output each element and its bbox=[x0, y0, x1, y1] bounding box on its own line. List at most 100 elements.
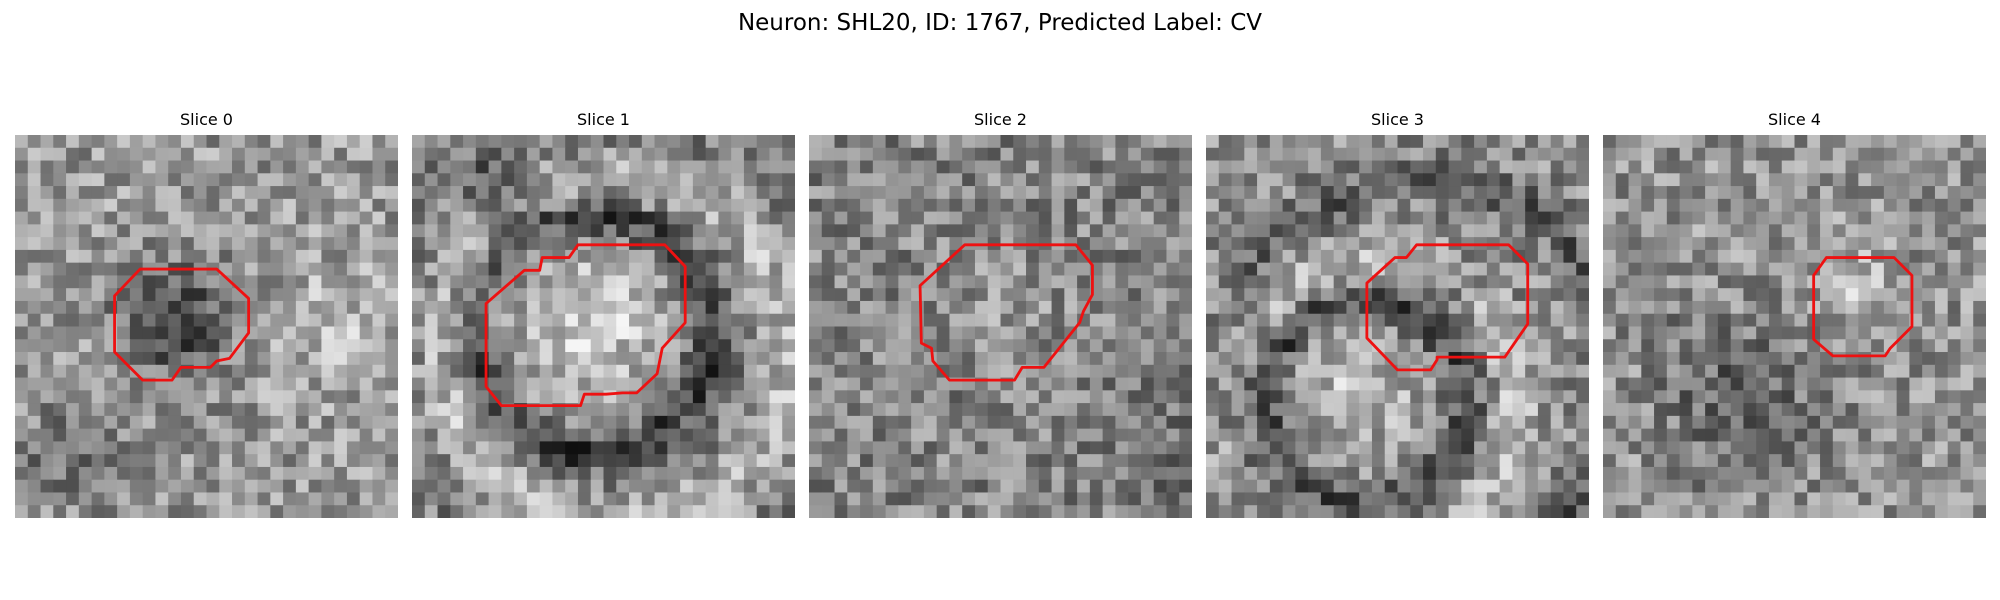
pixel bbox=[1282, 479, 1296, 493]
pixel bbox=[1026, 390, 1040, 404]
pixel bbox=[1218, 224, 1233, 238]
pixel bbox=[437, 147, 451, 162]
pixel bbox=[180, 186, 195, 200]
pixel bbox=[1845, 505, 1859, 518]
pixel bbox=[1756, 249, 1770, 264]
pixel bbox=[641, 275, 656, 289]
pixel bbox=[1333, 364, 1347, 379]
pixel bbox=[1244, 364, 1258, 379]
pixel bbox=[1871, 186, 1885, 200]
pixel bbox=[168, 505, 182, 518]
pixel bbox=[219, 466, 233, 481]
pixel bbox=[1179, 505, 1192, 518]
pixel bbox=[680, 377, 694, 391]
pixel bbox=[1013, 377, 1027, 391]
pixel bbox=[1934, 160, 1949, 174]
pixel bbox=[847, 160, 861, 174]
pixel bbox=[1692, 300, 1706, 315]
pixel bbox=[1244, 326, 1258, 340]
pixel bbox=[1486, 326, 1501, 340]
pixel bbox=[1705, 403, 1719, 417]
pixel bbox=[295, 198, 310, 213]
pixel bbox=[168, 415, 182, 430]
pixel bbox=[257, 135, 271, 149]
pixel bbox=[1206, 173, 1220, 187]
pixel bbox=[1563, 262, 1577, 276]
pixel bbox=[1654, 224, 1668, 238]
pixel bbox=[1371, 415, 1386, 430]
pixel bbox=[78, 288, 93, 302]
pixel bbox=[1499, 492, 1513, 506]
pixel bbox=[1013, 147, 1027, 162]
pixel bbox=[962, 339, 976, 353]
pixel bbox=[1896, 198, 1910, 213]
pixel bbox=[718, 364, 732, 379]
pixel bbox=[1947, 339, 1961, 353]
pixel bbox=[117, 428, 131, 442]
pixel bbox=[1666, 492, 1681, 506]
pixel bbox=[206, 505, 220, 518]
pixel bbox=[117, 186, 131, 200]
pixel bbox=[667, 377, 681, 391]
pixel bbox=[155, 275, 169, 289]
pixel bbox=[603, 224, 617, 238]
pixel bbox=[1089, 390, 1104, 404]
pixel bbox=[1743, 262, 1757, 276]
slice-panel-4: Slice 4 bbox=[1603, 108, 1986, 520]
pixel bbox=[1666, 135, 1681, 149]
slice-title: Slice 4 bbox=[1768, 110, 1821, 129]
pixel bbox=[680, 186, 694, 200]
pixel bbox=[321, 300, 335, 315]
pixel bbox=[860, 326, 874, 340]
pixel bbox=[206, 377, 220, 391]
pixel bbox=[488, 173, 502, 187]
pixel bbox=[321, 326, 335, 340]
pixel bbox=[91, 300, 105, 315]
pixel bbox=[1922, 428, 1936, 442]
pixel bbox=[782, 377, 795, 391]
pixel bbox=[180, 198, 195, 213]
pixel bbox=[180, 492, 195, 506]
pixel bbox=[1218, 403, 1233, 417]
pixel bbox=[193, 441, 208, 455]
pixel bbox=[1038, 454, 1053, 468]
pixel bbox=[1231, 466, 1245, 481]
pixel bbox=[1628, 364, 1642, 379]
pixel bbox=[731, 186, 745, 200]
pixel bbox=[91, 288, 105, 302]
pixel bbox=[680, 237, 694, 251]
pixel bbox=[27, 237, 42, 251]
pixel bbox=[372, 352, 386, 366]
pixel bbox=[488, 160, 502, 174]
pixel bbox=[78, 390, 93, 404]
pixel bbox=[27, 403, 42, 417]
pixel bbox=[1641, 313, 1655, 328]
pixel bbox=[1128, 454, 1142, 468]
pixel bbox=[847, 492, 861, 506]
pixel bbox=[667, 339, 681, 353]
pixel bbox=[898, 313, 912, 328]
pixel bbox=[1845, 479, 1859, 493]
pixel bbox=[488, 377, 502, 391]
pixel bbox=[1179, 160, 1192, 174]
pixel bbox=[1781, 275, 1796, 289]
pixel bbox=[244, 275, 259, 289]
pixel bbox=[1308, 173, 1322, 187]
pixel bbox=[129, 377, 144, 391]
pixel bbox=[1679, 454, 1693, 468]
pixel bbox=[782, 428, 795, 442]
pixel bbox=[1922, 492, 1936, 506]
pixel bbox=[692, 237, 707, 251]
pixel bbox=[385, 288, 398, 302]
pixel bbox=[244, 428, 259, 442]
pixel bbox=[1832, 186, 1847, 200]
pixel bbox=[1550, 364, 1564, 379]
pixel bbox=[1333, 288, 1347, 302]
pixel bbox=[193, 492, 208, 506]
pixel bbox=[718, 300, 732, 315]
pixel bbox=[782, 262, 795, 276]
pixel bbox=[1807, 441, 1821, 455]
pixel bbox=[1218, 326, 1233, 340]
pixel bbox=[1295, 135, 1309, 149]
pixel bbox=[629, 160, 643, 174]
